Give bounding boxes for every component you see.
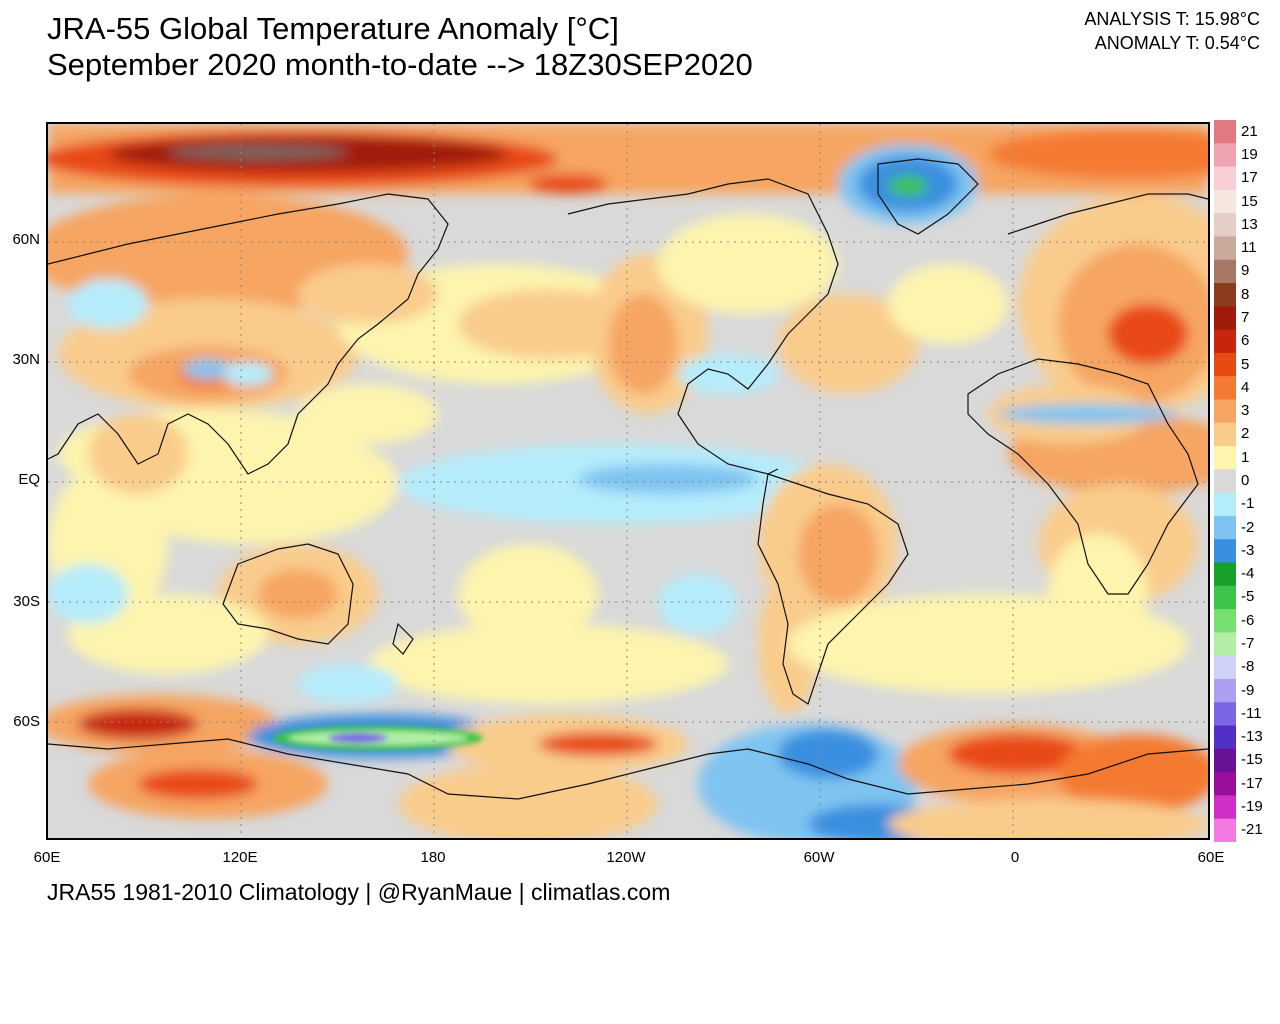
- lon-label-120w: 120W: [606, 849, 646, 866]
- legend-swatch: [1214, 422, 1236, 447]
- legend-label: -2: [1241, 518, 1255, 536]
- lat-label-60s: 60S: [13, 713, 40, 730]
- legend-swatch: [1214, 632, 1236, 657]
- legend-swatch: [1214, 352, 1236, 377]
- lat-label-30s: 30S: [13, 593, 40, 610]
- cold-anomaly-core: [273, 726, 483, 750]
- legend-label: 13: [1241, 215, 1258, 233]
- legend-label: 0: [1241, 472, 1250, 489]
- legend-label: 7: [1241, 308, 1250, 326]
- legend-label: -11: [1241, 704, 1262, 722]
- map-title: JRA-55 Global Temperature Anomaly [°C]: [47, 11, 619, 46]
- lat-label-eq: EQ: [18, 471, 40, 488]
- legend-swatch: [1214, 585, 1236, 610]
- legend-label: -8: [1241, 658, 1255, 676]
- legend-label: -15: [1241, 751, 1263, 769]
- legend-label: 3: [1241, 402, 1250, 420]
- legend-label: -9: [1241, 681, 1255, 699]
- lon-label-60w: 60W: [803, 849, 835, 866]
- legend-label: 1: [1241, 448, 1250, 466]
- legend-swatch: [1214, 120, 1236, 144]
- lat-label-60n: 60N: [12, 231, 40, 248]
- lon-label-120e: 120E: [222, 849, 258, 866]
- legend-swatch: [1214, 376, 1236, 400]
- legend-label: -5: [1241, 588, 1255, 606]
- legend-label: -4: [1241, 565, 1255, 583]
- legend-swatch: [1214, 492, 1236, 517]
- legend-label: 2: [1241, 425, 1250, 443]
- legend-swatch: [1214, 748, 1236, 773]
- legend-swatch: [1214, 446, 1236, 470]
- lon-label-180: 180: [420, 849, 446, 866]
- lon-label-60e-east: 60E: [1197, 849, 1225, 866]
- legend-swatch: [1214, 306, 1236, 331]
- legend-label: -7: [1241, 635, 1255, 653]
- graticule: [48, 124, 1208, 838]
- legend-swatch: [1214, 259, 1236, 284]
- legend-label: 17: [1241, 169, 1258, 187]
- legend-swatch: [1214, 469, 1236, 494]
- legend-swatch: [1214, 678, 1236, 703]
- legend-label: -1: [1241, 495, 1255, 513]
- legend-label: -13: [1241, 728, 1263, 746]
- legend-label: -17: [1241, 774, 1263, 792]
- coastlines: [48, 158, 1208, 800]
- legend-label: 9: [1241, 262, 1250, 280]
- legend-label: 5: [1241, 355, 1250, 373]
- map-subtitle: September 2020 month-to-date --> 18Z30SE…: [47, 47, 753, 82]
- credit-line: JRA55 1981-2010 Climatology | @RyanMaue …: [47, 879, 671, 905]
- legend-label: 21: [1241, 122, 1258, 140]
- legend-swatch: [1214, 772, 1236, 796]
- legend-swatch: [1214, 143, 1236, 168]
- legend-swatch: [1214, 655, 1236, 680]
- legend-swatch: [1214, 562, 1236, 587]
- legend-label: 19: [1241, 145, 1258, 163]
- legend-label: 15: [1241, 192, 1258, 210]
- analysis-temperature: ANALYSIS T: 15.98°C: [1084, 9, 1260, 29]
- legend-swatch: [1214, 515, 1236, 540]
- legend-swatch: [1214, 329, 1236, 354]
- legend-swatch: [1214, 539, 1236, 564]
- lat-label-30n: 30N: [12, 351, 40, 368]
- legend-swatch: [1214, 166, 1236, 191]
- legend-swatch: [1214, 725, 1236, 750]
- legend-swatch: [1214, 213, 1236, 237]
- legend-swatch: [1214, 189, 1236, 214]
- legend-label: -3: [1241, 541, 1255, 559]
- legend-label: 8: [1241, 285, 1250, 303]
- color-legend: [1214, 120, 1236, 842]
- legend-swatch: [1214, 795, 1236, 820]
- legend-swatch: [1214, 702, 1236, 727]
- anomaly-shading: [48, 124, 1208, 838]
- legend-label: 11: [1241, 239, 1257, 257]
- legend-label: -6: [1241, 611, 1255, 629]
- anomaly-temperature: ANOMALY T: 0.54°C: [1094, 33, 1260, 53]
- legend-label: 4: [1241, 378, 1250, 396]
- legend-label: -21: [1241, 821, 1263, 839]
- anomaly-map: [46, 122, 1210, 840]
- legend-swatch: [1214, 818, 1236, 842]
- legend-swatch: [1214, 236, 1236, 261]
- lon-label-0: 0: [1010, 849, 1020, 866]
- lon-label-60e-west: 60E: [33, 849, 61, 866]
- legend-swatch: [1214, 609, 1236, 633]
- legend-label: 6: [1241, 332, 1250, 350]
- legend-swatch: [1214, 283, 1236, 307]
- legend-label: -19: [1241, 798, 1263, 816]
- legend-swatch: [1214, 399, 1236, 424]
